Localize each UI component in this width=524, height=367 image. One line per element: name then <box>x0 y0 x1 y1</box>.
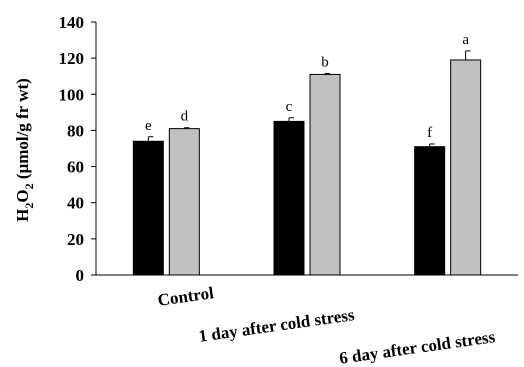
significance-letter: a <box>462 32 469 48</box>
y-tick-label: 20 <box>67 230 84 249</box>
y-tick-label: 140 <box>59 13 85 32</box>
bar <box>132 140 164 276</box>
bar <box>168 128 200 276</box>
y-tick-label: 40 <box>67 194 84 213</box>
significance-letters: e c f d b a <box>145 32 469 141</box>
y-axis-label: H2O2 (μmol/g fr wt) <box>13 78 36 222</box>
bars <box>132 50 482 276</box>
bar <box>309 73 341 276</box>
significance-letter: f <box>427 125 432 141</box>
y-tick-label: 100 <box>59 85 85 104</box>
x-category-label: Control <box>156 283 215 310</box>
x-category-label: 6 day after cold stress <box>338 327 497 367</box>
significance-letter: e <box>145 118 152 134</box>
bar <box>273 120 305 276</box>
y-tick-label: 80 <box>67 121 84 140</box>
y-tick-label: 0 <box>76 266 85 285</box>
significance-letter: b <box>321 55 329 71</box>
y-axis: 0 20 40 60 80 100 120 140 <box>59 13 97 285</box>
y-tick-label: 60 <box>67 158 84 177</box>
x-category-label: 1 day after cold stress <box>197 305 356 346</box>
significance-letter: d <box>181 109 189 125</box>
bar <box>414 146 446 276</box>
significance-letter: c <box>286 99 293 115</box>
y-tick-label: 120 <box>59 49 85 68</box>
bar <box>450 59 482 276</box>
